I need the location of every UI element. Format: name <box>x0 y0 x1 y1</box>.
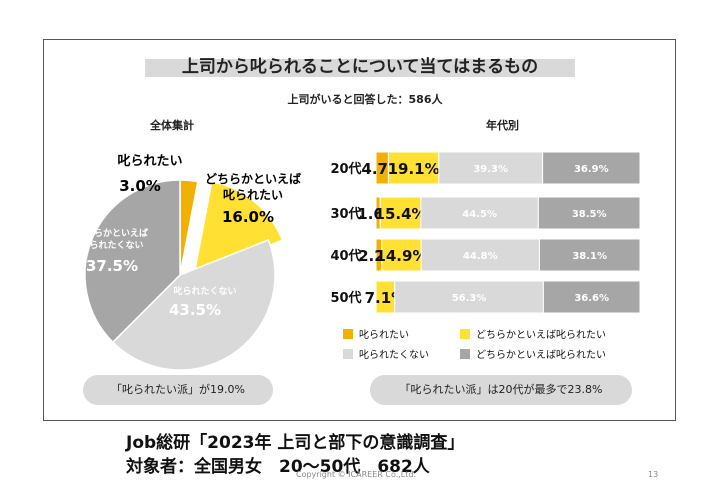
legend-label: 叱られたい <box>359 329 409 341</box>
pie-slice-label: どちらかといえば <box>76 227 148 239</box>
pie-slice-value: 43.5% <box>169 301 221 319</box>
pie-slice-value: 3.0% <box>119 177 161 195</box>
pie-section-label: 全体集計 <box>150 119 194 132</box>
bar-category-label: 40代 <box>330 248 361 264</box>
source-line-1: Job総研「2023年 上司と部下の意識調査」 <box>126 433 465 453</box>
legend-label: どちらかといえば叱られたい <box>476 349 606 361</box>
page-number: 13 <box>648 470 659 479</box>
bar-segment <box>542 280 641 314</box>
legend-swatch <box>460 329 470 339</box>
bar-value-label: 14.9% <box>375 247 427 265</box>
bar-value-label: 38.1% <box>572 251 607 262</box>
pie-slice-label: どちらかといえば <box>205 171 301 186</box>
bar-value-label: 56.3% <box>452 293 487 304</box>
bar-category-label: 50代 <box>330 290 361 306</box>
bar-value-label: 36.6% <box>574 293 609 304</box>
legend-swatch <box>460 349 470 359</box>
pie-slice <box>193 180 284 277</box>
pie-slice-value: 16.0% <box>222 208 274 226</box>
legend-swatch <box>343 329 353 339</box>
bar-segment <box>542 151 641 185</box>
bar-value-label: 44.5% <box>462 209 497 220</box>
pie-slice-label: 叱られたい <box>117 153 182 169</box>
bar-segment <box>420 238 540 272</box>
bar-segment <box>538 238 641 272</box>
legend-label: 叱られたくない <box>359 349 429 361</box>
bar-segment <box>537 196 641 230</box>
bar-category-label: 20代 <box>330 161 361 177</box>
bar-segment <box>387 151 440 185</box>
bar-value-label: 19.1% <box>388 160 440 178</box>
pie-slice-value: 37.5% <box>86 257 138 275</box>
slide-frame <box>43 39 676 421</box>
legend-swatch <box>343 349 353 359</box>
title-band <box>145 59 575 77</box>
legend-label: どちらかといえば叱られたい <box>476 329 606 341</box>
chart-subtitle: 上司がいると回答した：586人 <box>287 93 443 106</box>
bar-value-label: 44.8% <box>463 251 498 262</box>
bar-segment <box>438 151 544 185</box>
pie-slice <box>84 179 181 344</box>
bar-section-label: 年代別 <box>486 119 519 132</box>
bar-segment <box>379 196 422 230</box>
copyright: Copyright © ICAREER Co.,Ltd. <box>296 470 417 479</box>
bar-category-label: 30代 <box>330 206 361 222</box>
pie-slice-label: 叱られたい <box>223 187 283 202</box>
bar-summary-pill: 「叱られたい派」は20代が最多で23.8% <box>370 375 632 405</box>
bar-segment <box>420 196 539 230</box>
bar-value-label: 39.3% <box>473 164 508 175</box>
pie-slice <box>111 239 276 371</box>
pie-slice-label: 叱られたくない <box>80 239 143 251</box>
bar-value-label: 15.4% <box>375 205 427 223</box>
bar-value-label: 36.9% <box>574 164 609 175</box>
source-line-2: 対象者：全国男女 20〜50代 682人 <box>126 457 430 477</box>
bar-value-label: 38.5% <box>572 209 607 220</box>
pie-summary-pill: 「叱られたい派」が19.0% <box>83 375 273 405</box>
pie-slice-label: 叱られたくない <box>173 285 236 297</box>
chart-title: 上司から叱られることについて当てはまるもの <box>181 57 539 77</box>
